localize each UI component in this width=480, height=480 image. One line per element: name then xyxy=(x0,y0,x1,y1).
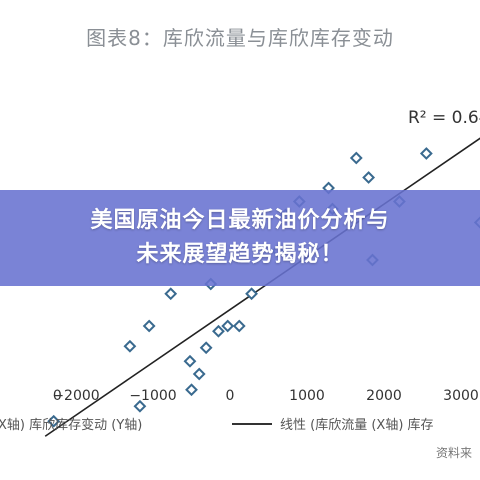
legend-line-swatch xyxy=(232,423,272,425)
scatter-point xyxy=(164,287,178,301)
headline-line-2: 未来展望趋势揭秘！ xyxy=(136,242,344,267)
x-tick-label: 0 xyxy=(53,388,62,404)
scatter-point xyxy=(199,341,213,355)
scatter-point xyxy=(349,151,363,165)
x-tick-label: −2000 xyxy=(52,388,99,404)
scatter-point xyxy=(123,339,137,353)
scatter-point xyxy=(245,287,258,301)
x-tick-label: 0 xyxy=(226,388,235,404)
r-squared-annotation: R² = 0.64 xyxy=(408,108,480,128)
scatter-point xyxy=(192,367,206,381)
headline-banner[interactable]: 美国原油今日最新油价分析与 未来展望趋势揭秘！ xyxy=(0,190,480,286)
scatter-point xyxy=(232,319,246,333)
legend: X轴) 库欣库存变动 (Y轴) 线性 (库欣流量 (X轴) 库存 xyxy=(0,412,480,434)
headline-line-1: 美国原油今日最新油价分析与 xyxy=(90,208,390,233)
source-label: 资料来 xyxy=(436,446,473,460)
legend-scatter-label: X轴) 库欣库存变动 (Y轴) xyxy=(0,418,143,433)
legend-line-label: 线性 (库欣流量 (X轴) 库存 xyxy=(280,418,434,433)
scatter-point xyxy=(142,319,156,333)
scatter-point xyxy=(419,147,433,160)
x-tick-label: 2000 xyxy=(366,388,402,404)
x-tick-label: −1000 xyxy=(129,388,176,404)
scatter-point xyxy=(185,383,198,397)
chart-title: 图表8：库欣流量与库欣库存变动 xyxy=(86,26,394,50)
scatter-point xyxy=(183,354,197,368)
x-tick-label: 3000 xyxy=(443,388,479,404)
scatter-point xyxy=(212,324,225,338)
scatter-point xyxy=(133,399,147,413)
x-tick-label: 1000 xyxy=(289,388,325,404)
scatter-point xyxy=(362,171,376,184)
scatter-point xyxy=(47,414,61,428)
scatter-point xyxy=(221,319,235,333)
